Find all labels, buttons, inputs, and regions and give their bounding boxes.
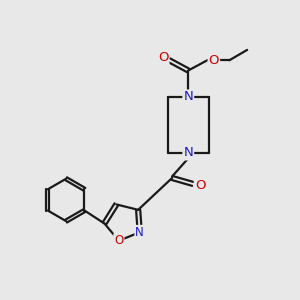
Text: N: N <box>135 226 144 239</box>
Text: N: N <box>183 146 193 159</box>
Text: O: O <box>114 234 124 247</box>
Text: O: O <box>195 179 205 192</box>
Text: O: O <box>208 54 219 67</box>
Text: O: O <box>158 51 169 64</box>
Text: N: N <box>183 91 193 103</box>
